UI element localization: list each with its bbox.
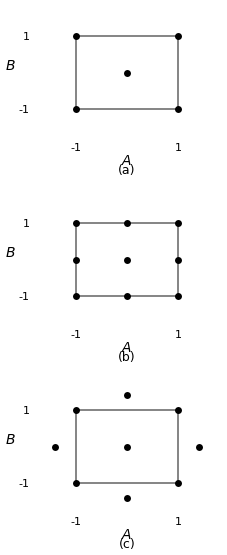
Y-axis label: B: B xyxy=(5,246,15,260)
Text: (c): (c) xyxy=(118,538,135,551)
Y-axis label: B: B xyxy=(5,432,15,447)
Text: (b): (b) xyxy=(118,351,136,364)
Y-axis label: B: B xyxy=(5,59,15,73)
X-axis label: A: A xyxy=(122,528,132,542)
Text: (a): (a) xyxy=(118,164,136,178)
X-axis label: A: A xyxy=(122,154,132,168)
X-axis label: A: A xyxy=(122,341,132,355)
